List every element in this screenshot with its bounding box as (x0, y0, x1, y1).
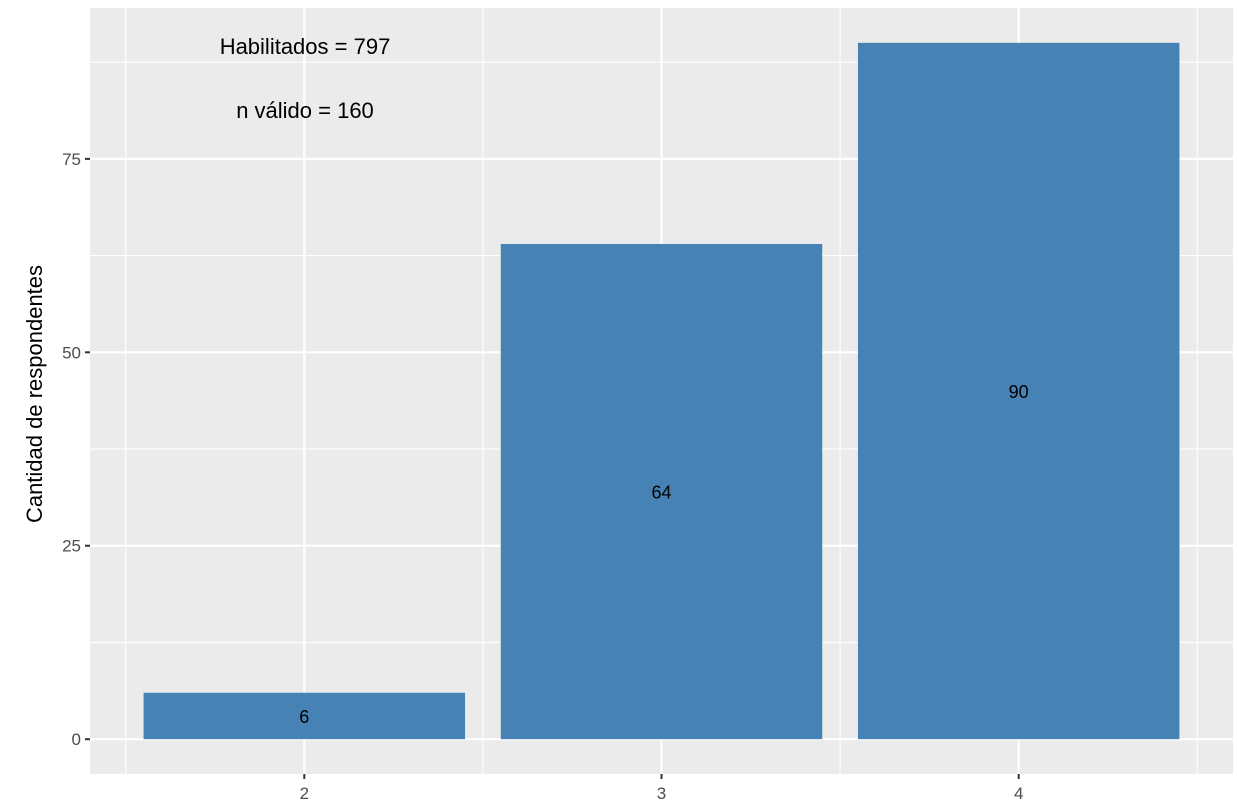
x-tick-label: 2 (300, 784, 309, 803)
annotation-n-valido: n válido = 160 (236, 98, 374, 123)
bar (143, 692, 466, 740)
y-axis-title: Cantidad de respondentes (22, 265, 47, 523)
x-tick-label: 4 (1014, 784, 1023, 803)
bar (500, 243, 823, 740)
annotation-habilitados: Habilitados = 797 (220, 34, 391, 59)
y-tick-label: 50 (62, 343, 81, 362)
bar-data-label: 64 (651, 483, 671, 503)
x-tick-label: 3 (657, 784, 666, 803)
bar-data-label: 6 (299, 707, 309, 727)
y-axis: 0 25 50 75 (62, 150, 90, 749)
y-tick-label: 75 (62, 150, 81, 169)
annotations-group: Habilitados = 797 n válido = 160 (220, 34, 391, 123)
bars-group (143, 42, 1180, 740)
bar-labels-group: 6 64 90 (299, 382, 1028, 727)
bar-data-label: 90 (1009, 382, 1029, 402)
bar (857, 42, 1180, 740)
y-tick-label: 25 (62, 537, 81, 556)
x-axis: 2 3 4 (300, 774, 1023, 803)
y-tick-label: 0 (72, 730, 81, 749)
